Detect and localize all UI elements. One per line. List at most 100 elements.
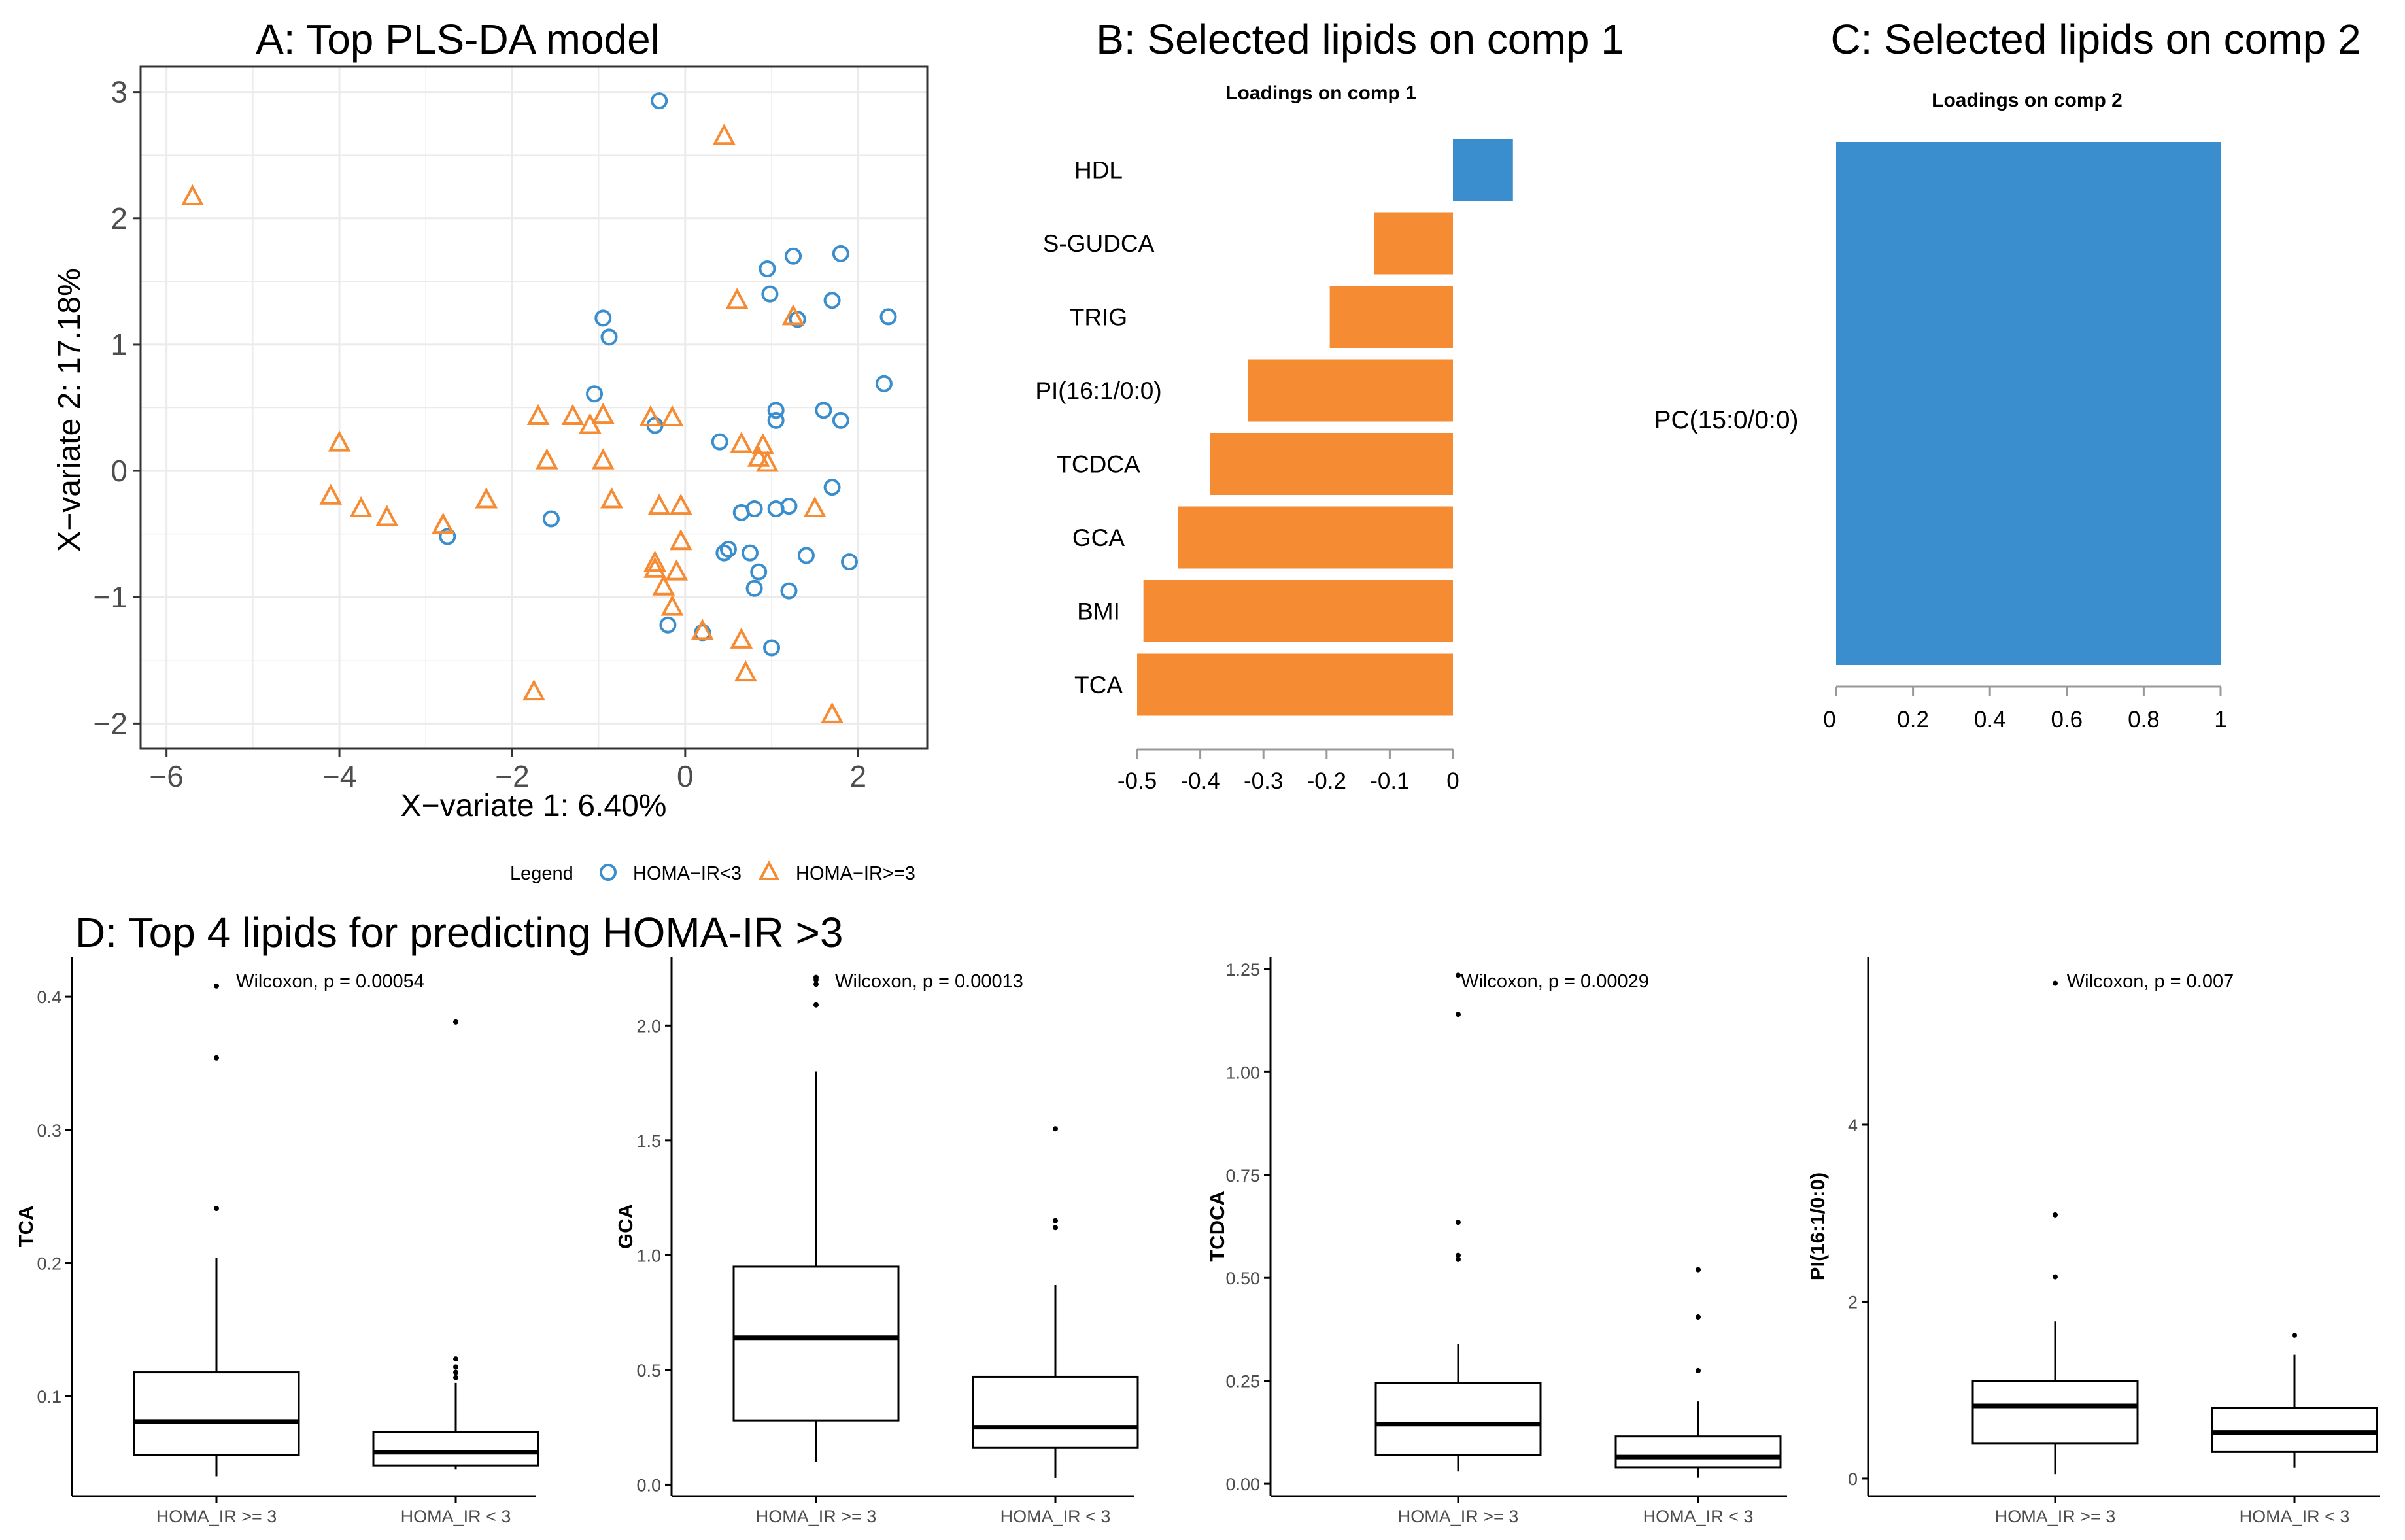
boxplot-outlier [453, 1356, 458, 1362]
scatter-point-homa-ge3 [725, 288, 749, 309]
scatter-point-homa-ge3 [691, 619, 714, 640]
scatter-frame [139, 65, 929, 750]
legend-label-homa-ge3: HOMA−IR>=3 [796, 863, 915, 884]
boxplot-x-tick-label: HOMA_IR < 3 [2240, 1507, 2350, 1526]
scatter-y-ticks: −2 −1 0 1 2 3 [94, 75, 141, 740]
scatter-x-tick-label: −6 [149, 759, 183, 793]
scatter-point-homa-ge3 [639, 405, 662, 426]
scatter-point-homa-ge3 [180, 184, 204, 205]
scatter-point-homa-ge3 [781, 304, 805, 326]
scatter-point-homa-lt3 [745, 579, 763, 597]
scatter-point-homa-lt3 [439, 528, 456, 545]
boxplot-outlier [813, 982, 819, 987]
scatter-point-homa-lt3 [815, 402, 832, 419]
boxplot-outlier [453, 1364, 458, 1370]
boxplot-outlier [2292, 1332, 2297, 1338]
loadings-comp1-ticks: -0.5 -0.4 -0.3 -0.2 -0.1 0 [1117, 749, 1459, 794]
loadings-comp2-tick-label: 0.6 [2051, 707, 2083, 732]
boxplot-x-tick-label: HOMA_IR >= 3 [156, 1507, 277, 1526]
scatter-point-homa-lt3 [823, 479, 841, 496]
boxplot-box [372, 1431, 539, 1467]
scatter-point-homa-ge3 [643, 556, 666, 578]
scatter-point-homa-ge3 [652, 574, 675, 596]
boxplot-y-tick-label: 1.0 [636, 1246, 661, 1265]
boxplot-y-tick-label: 0.3 [37, 1121, 61, 1140]
boxplot-outlier [2053, 980, 2058, 986]
scatter-point-homa-ge3 [375, 505, 399, 526]
scatter-point-homa-ge3 [821, 702, 844, 723]
scatter-point-homa-ge3 [643, 550, 666, 572]
boxplot-x-tick-label: HOMA_IR < 3 [401, 1507, 511, 1526]
boxplot-pi-16-1-0-0-: 0 2 4 PI(16:1/0:0) Wilcoxon, p = 0.007 HOMA_I… [1806, 957, 2380, 1526]
loading-category-label: HDL [1074, 157, 1123, 184]
boxplot-box [1374, 1382, 1542, 1456]
scatter-point-homa-lt3 [719, 540, 737, 558]
loadings-comp2-chart: Loadings on comp 2 PC(15:0/0:0) 0 0.2 0.4 0… [1654, 90, 2226, 732]
boxplot-outlier [1456, 1252, 1461, 1258]
scatter-point-homa-ge3 [535, 448, 558, 470]
scatter-point-homa-ge3 [600, 487, 623, 509]
boxplot-outlier [1456, 1256, 1461, 1262]
scatter-point-homa-ge3 [756, 451, 779, 472]
loadings-comp1-chart: Loadings on comp 1 HDL S-GUDCA TRIG PI(16:1… [1035, 82, 1513, 794]
scatter-point-homa-ge3 [660, 405, 684, 426]
boxplot-outlier [1696, 1314, 1701, 1320]
triangle-icon [758, 860, 780, 880]
loadings-comp1-bars [1137, 139, 1513, 716]
loadings-comp2-tick-label: 1 [2214, 707, 2226, 732]
scatter-point-homa-lt3 [715, 544, 733, 562]
loadings-comp2-title: Loadings on comp 2 [1932, 90, 2123, 111]
loadings-comp2-bars [1836, 142, 2221, 665]
scatter-point-homa-lt3 [767, 500, 785, 518]
boxplot-outlier [1053, 1225, 1058, 1231]
boxplot-box [133, 1371, 300, 1456]
loading-category-label: GCA [1072, 524, 1125, 551]
scatter-point-homa-ge3 [432, 512, 455, 534]
scatter-x-axis-label: X−variate 1: 6.40% [401, 789, 667, 823]
boxplot-y-axis-label: GCA [614, 1204, 637, 1249]
panel-title-c: C: Selected lipids on comp 2 [1830, 16, 2361, 63]
boxplot-y-axis-label: TCDCA [1206, 1191, 1229, 1262]
boxplot-outlier [1696, 1267, 1701, 1273]
scatter-point-homa-ge3 [579, 413, 602, 434]
scatter-x-tick-label: −2 [495, 759, 529, 793]
scatter-point-homa-ge3 [660, 594, 684, 616]
scatter-y-tick-label: 2 [111, 201, 128, 235]
loading-bar-comp1 [1143, 580, 1453, 642]
boxplot-outlier [1456, 1220, 1461, 1225]
panel-title-d: D: Top 4 lipids for predicting HOMA-IR >… [75, 909, 843, 956]
loadings-comp2-tick-label: 0.4 [1974, 707, 2006, 732]
scatter-point-homa-ge3 [561, 403, 585, 426]
loading-bar-comp1 [1374, 212, 1453, 275]
boxplot-outlier [453, 1019, 458, 1025]
scatter-point-homa-ge3 [712, 124, 736, 145]
scatter-point-homa-ge3 [591, 448, 615, 470]
scatter-point-homa-ge3 [734, 660, 757, 682]
boxplot-y-tick-label: 0.00 [1225, 1475, 1260, 1494]
loading-category-label: PC(15:0/0:0) [1654, 406, 1798, 434]
boxplot-y-tick-label: 4 [1848, 1116, 1858, 1135]
boxplot-outlier [1456, 1012, 1461, 1018]
loadings-comp1-tick-label: -0.3 [1244, 768, 1283, 794]
boxplot-outlier [1456, 972, 1461, 978]
boxplot-x-tick-label: HOMA_IR < 3 [1643, 1507, 1754, 1526]
boxplot-wilcoxon-annotation: Wilcoxon, p = 0.00029 [1461, 971, 1649, 992]
legend: Legend HOMA−IR<3 HOMA−IR>=3 [510, 860, 915, 884]
scatter-point-homa-lt3 [789, 311, 806, 328]
scatter-point-homa-ge3 [475, 487, 498, 509]
scatter-point-homa-lt3 [741, 544, 759, 562]
loadings-comp2-category-labels: PC(15:0/0:0) [1654, 406, 1798, 434]
scatter-point-homa-lt3 [600, 328, 618, 346]
loadings-comp1-tick-label: -0.1 [1370, 768, 1409, 794]
loading-category-label: BMI [1077, 598, 1120, 625]
scatter-point-homa-ge3 [647, 493, 671, 515]
boxplot-x-tick-label: HOMA_IR >= 3 [756, 1507, 877, 1526]
loadings-comp2-tick-label: 0.8 [2128, 707, 2160, 732]
scatter-point-homa-lt3 [879, 308, 897, 326]
loadings-comp2-tick-label: 0 [1823, 707, 1835, 732]
scatter-point-homa-lt3 [732, 504, 750, 521]
loading-bar-comp1 [1248, 359, 1453, 422]
scatter-point-homa-lt3 [651, 92, 668, 110]
scatter-point-homa-ge3 [730, 627, 753, 649]
